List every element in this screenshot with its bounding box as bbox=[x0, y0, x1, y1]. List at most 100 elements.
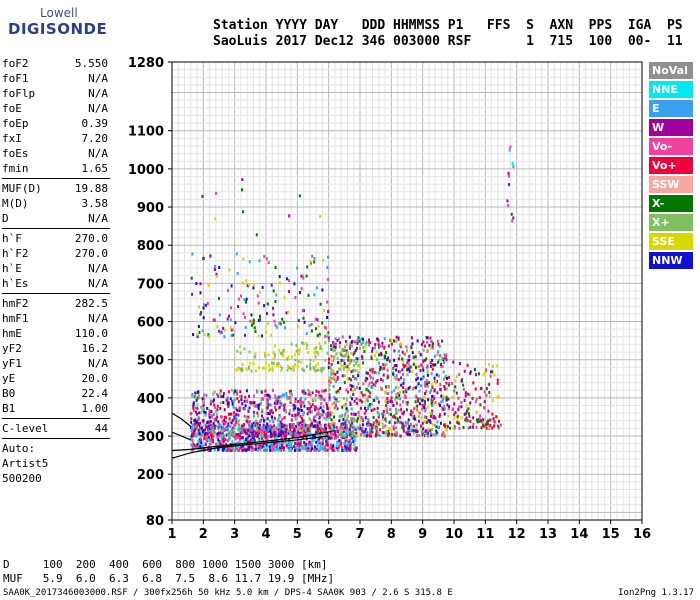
echo-point bbox=[386, 385, 389, 389]
echo-point bbox=[202, 306, 205, 310]
echo-point bbox=[324, 358, 327, 362]
echo-point bbox=[341, 426, 344, 430]
echo-point bbox=[291, 355, 293, 359]
echo-point bbox=[487, 409, 490, 413]
echo-point bbox=[220, 435, 223, 439]
echo-point bbox=[395, 407, 397, 411]
echo-point bbox=[310, 449, 313, 452]
echo-point bbox=[242, 312, 245, 316]
echo-point bbox=[267, 322, 269, 326]
echo-point bbox=[342, 397, 345, 400]
echo-point bbox=[418, 389, 421, 393]
echo-point bbox=[385, 362, 388, 366]
echo-point bbox=[464, 391, 467, 395]
echo-point bbox=[232, 428, 235, 432]
echo-point bbox=[359, 424, 362, 428]
echo-point bbox=[215, 442, 217, 446]
echo-point bbox=[266, 437, 269, 441]
echo-point bbox=[393, 421, 396, 425]
echo-point bbox=[220, 423, 222, 427]
echo-point bbox=[202, 433, 205, 437]
echo-point bbox=[219, 401, 222, 405]
echo-point bbox=[201, 447, 204, 451]
echo-point bbox=[306, 429, 309, 433]
echo-point bbox=[309, 358, 312, 362]
echo-point bbox=[495, 415, 498, 419]
echo-point bbox=[345, 388, 348, 392]
echo-point bbox=[390, 396, 393, 400]
echo-point bbox=[319, 368, 322, 372]
echo-point bbox=[278, 321, 281, 325]
echo-point bbox=[264, 354, 267, 358]
echo-point bbox=[237, 297, 240, 301]
echo-point bbox=[216, 435, 219, 439]
echo-point bbox=[190, 417, 193, 421]
echo-point bbox=[356, 360, 359, 363]
echo-point bbox=[319, 406, 322, 410]
echo-point bbox=[416, 429, 419, 433]
echo-point bbox=[309, 434, 312, 438]
echo-point bbox=[359, 347, 361, 350]
echo-point bbox=[405, 424, 408, 427]
echo-point bbox=[360, 342, 363, 346]
echo-point bbox=[299, 443, 302, 447]
echo-point bbox=[351, 384, 353, 388]
echo-point bbox=[330, 422, 333, 426]
echo-point bbox=[434, 433, 437, 437]
echo-point bbox=[472, 422, 475, 426]
echo-point bbox=[266, 447, 269, 451]
echo-point bbox=[325, 436, 328, 440]
echo-point bbox=[230, 421, 233, 425]
echo-point bbox=[491, 370, 494, 374]
echo-point bbox=[377, 361, 380, 365]
echo-point bbox=[430, 398, 433, 402]
echo-point bbox=[300, 274, 303, 278]
echo-point bbox=[488, 382, 491, 386]
echo-point bbox=[335, 446, 338, 449]
echo-point bbox=[195, 333, 198, 337]
echo-point bbox=[232, 399, 235, 403]
echo-point bbox=[253, 401, 256, 404]
echo-point bbox=[221, 448, 224, 451]
echo-point bbox=[346, 365, 349, 369]
echo-point bbox=[316, 412, 319, 416]
echo-point bbox=[308, 407, 311, 410]
echo-point bbox=[194, 410, 197, 414]
echo-point bbox=[351, 369, 354, 373]
echo-point bbox=[202, 407, 205, 411]
echo-point bbox=[455, 375, 458, 379]
echo-point bbox=[333, 377, 336, 381]
echo-point bbox=[432, 342, 435, 346]
echo-point bbox=[206, 301, 209, 305]
echo-point bbox=[439, 404, 441, 407]
echo-point bbox=[213, 268, 216, 271]
echo-point bbox=[356, 346, 358, 350]
echo-point bbox=[274, 394, 277, 398]
echo-point bbox=[328, 393, 331, 396]
echo-point bbox=[230, 284, 233, 288]
echo-point bbox=[475, 425, 478, 429]
echo-point bbox=[319, 426, 322, 430]
echo-point bbox=[325, 424, 328, 428]
echo-point bbox=[325, 417, 328, 421]
echo-point bbox=[282, 424, 285, 428]
echo-point bbox=[285, 427, 288, 431]
echo-point bbox=[430, 388, 433, 392]
echo-point bbox=[242, 407, 245, 410]
param-value: 1.00 bbox=[81, 402, 109, 415]
echo-point bbox=[512, 165, 515, 169]
echo-point bbox=[340, 359, 343, 362]
echo-point bbox=[258, 427, 261, 431]
echo-point bbox=[445, 374, 448, 378]
x-tick-label: 6 bbox=[324, 527, 333, 542]
echo-point bbox=[488, 363, 491, 366]
echo-point bbox=[425, 379, 428, 383]
echo-point bbox=[331, 411, 334, 415]
echo-point bbox=[297, 442, 300, 446]
echo-point bbox=[485, 368, 488, 372]
echo-point bbox=[301, 419, 304, 423]
echo-point bbox=[314, 355, 317, 359]
echo-point bbox=[333, 431, 336, 435]
echo-point bbox=[309, 410, 312, 414]
echo-point bbox=[431, 346, 434, 350]
